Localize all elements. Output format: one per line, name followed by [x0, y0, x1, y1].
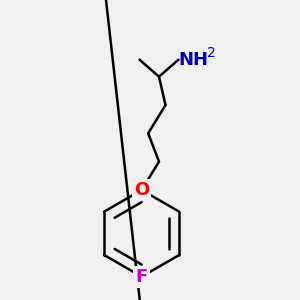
- Text: NH: NH: [178, 51, 208, 69]
- Text: 2: 2: [207, 46, 216, 60]
- Text: F: F: [136, 268, 148, 286]
- Text: O: O: [134, 181, 149, 199]
